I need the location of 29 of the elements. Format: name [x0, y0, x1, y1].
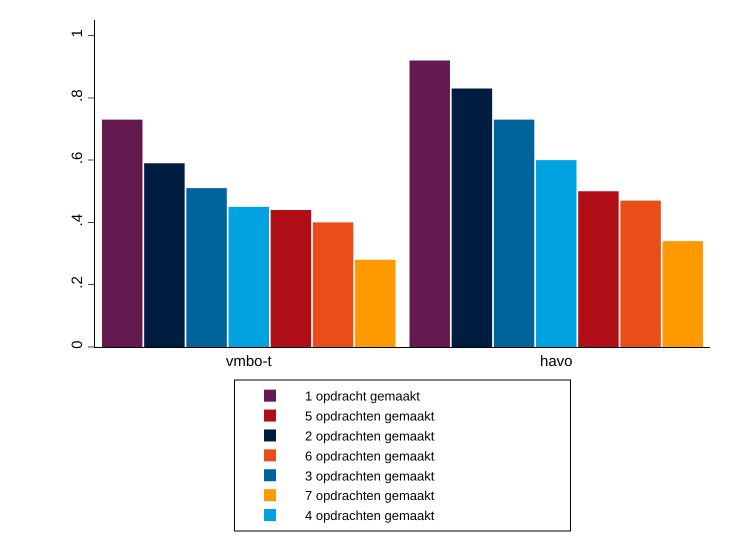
legend-label: 5 opdrachten gemaakt	[305, 408, 435, 424]
y-tick-label: .8	[69, 89, 86, 102]
legend-label: 2 opdrachten gemaakt	[305, 428, 435, 444]
y-tick-label: .6	[69, 152, 86, 164]
legend-label: 7 opdrachten gemaakt	[305, 488, 435, 504]
bar	[186, 188, 227, 347]
bar	[228, 206, 269, 347]
x-tick-label: vmbo-t	[226, 353, 273, 370]
legend-label: 1 opdracht gemaakt	[305, 388, 420, 404]
bar	[620, 200, 661, 347]
bar	[494, 120, 534, 347]
x-tick-label: havo	[540, 353, 573, 370]
y-tick-label: .4	[69, 214, 86, 226]
y-tick-label: 1	[69, 29, 86, 38]
y-tick-label: 0	[69, 340, 86, 349]
bar	[409, 60, 450, 347]
bar	[102, 120, 142, 347]
y-tick-label: .2	[69, 276, 86, 289]
bar	[452, 88, 492, 347]
bar	[312, 222, 354, 347]
bar	[144, 163, 185, 347]
bar	[536, 160, 576, 347]
legend-label: 3 opdrachten gemaakt	[305, 468, 435, 484]
legend-label: 6 opdrachten gemaakt	[305, 448, 435, 464]
bar	[578, 191, 619, 347]
bar	[662, 241, 704, 347]
bar	[355, 260, 396, 347]
bar	[270, 210, 312, 347]
legend-label: 4 opdrachten gemaakt	[305, 508, 435, 524]
